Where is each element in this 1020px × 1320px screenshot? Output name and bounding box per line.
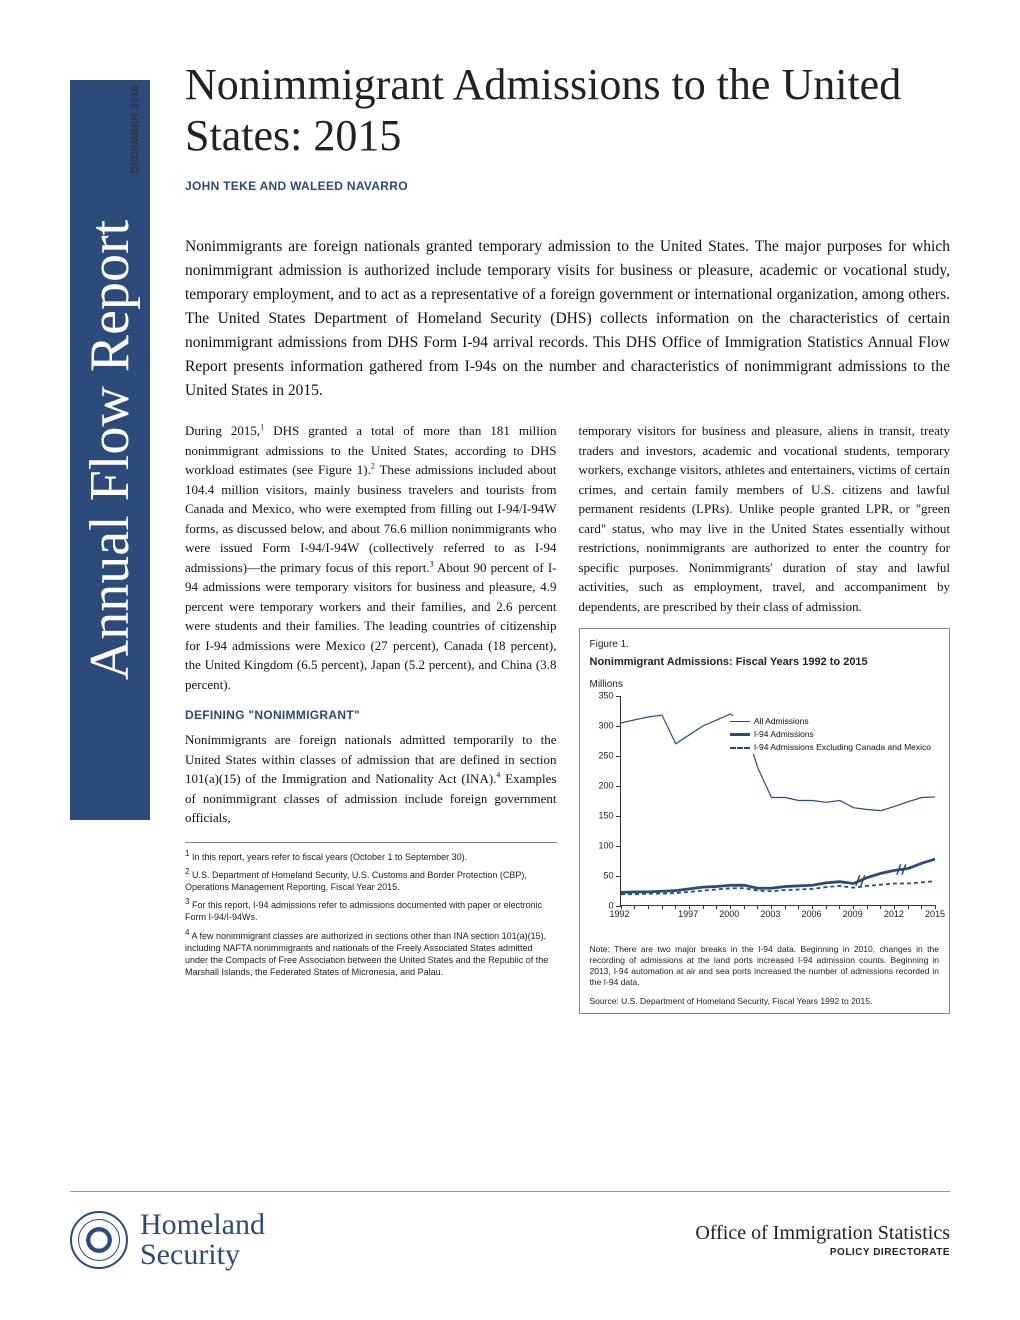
plot-region: All Admissions I-94 Admissions I-94 Admi…: [620, 696, 936, 906]
sidebar-banner: Annual Flow Report: [70, 80, 150, 820]
y-axis: 050100150200250300350: [590, 696, 618, 906]
document-title: Nonimmigrant Admissions to the United St…: [185, 60, 950, 161]
body-paragraph: During 2015,1 DHS granted a total of mor…: [185, 421, 557, 694]
figure-source: Source: U.S. Department of Homeland Secu…: [590, 996, 940, 1007]
dhs-logo: Homeland Security: [70, 1210, 265, 1270]
legend-swatch: [730, 747, 750, 749]
x-axis: 19921997200020032006200920122015: [620, 908, 936, 922]
chart-area: 050100150200250300350 All Admissions I-9…: [590, 696, 940, 936]
date-label: DECEMBER 2016: [130, 85, 141, 174]
legend-swatch: [730, 721, 750, 722]
office-block: Office of Immigration Statistics POLICY …: [695, 1222, 950, 1258]
legend-swatch: [730, 733, 750, 736]
section-heading: DEFINING "NONIMMIGRANT": [185, 706, 557, 724]
sidebar-title: Annual Flow Report: [78, 220, 142, 680]
dhs-name-1: Homeland: [140, 1210, 265, 1240]
figure-note: Note: There are two major breaks in the …: [590, 944, 940, 988]
authors: JOHN TEKE AND WALEED NAVARRO: [185, 179, 950, 193]
dhs-seal-icon: [70, 1211, 128, 1269]
two-column-body: During 2015,1 DHS granted a total of mor…: [185, 421, 950, 1014]
chart-legend: All Admissions I-94 Admissions I-94 Admi…: [730, 716, 931, 755]
dhs-name-2: Security: [140, 1240, 265, 1270]
page-footer: Homeland Security Office of Immigration …: [70, 1191, 950, 1270]
figure-title: Nonimmigrant Admissions: Fiscal Years 19…: [590, 654, 940, 671]
footnotes: 1 In this report, years refer to fiscal …: [185, 842, 557, 978]
figure-1: Figure 1. Nonimmigrant Admissions: Fisca…: [579, 628, 951, 1014]
body-paragraph: Nonimmigrants are foreign nationals admi…: [185, 730, 557, 828]
intro-paragraph: Nonimmigrants are foreign nationals gran…: [185, 235, 950, 403]
figure-unit: Millions: [590, 677, 940, 692]
office-sub: POLICY DIRECTORATE: [695, 1247, 950, 1258]
body-paragraph: temporary visitors for business and plea…: [579, 421, 951, 616]
column-left: During 2015,1 DHS granted a total of mor…: [185, 421, 557, 1014]
office-name: Office of Immigration Statistics: [695, 1222, 950, 1245]
column-right: temporary visitors for business and plea…: [579, 421, 951, 1014]
figure-label: Figure 1.: [590, 637, 940, 652]
